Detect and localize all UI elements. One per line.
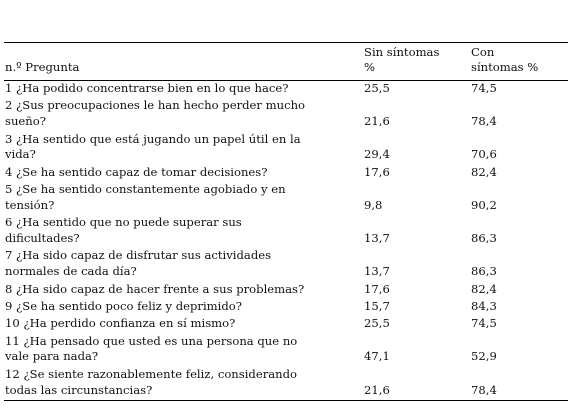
without-symptoms: 25,5 bbox=[364, 81, 390, 95]
question-cell: 1 ¿Ha podido concentrarse bien en lo que… bbox=[4, 81, 364, 99]
with-symptoms: 52,9 bbox=[471, 349, 497, 364]
question-line: 4 ¿Se ha sentido capaz de tomar decision… bbox=[5, 164, 268, 179]
with-symptoms: 82,4 bbox=[471, 281, 497, 296]
row: 10 ¿Ha perdido confianza en sí mismo? 25,… bbox=[4, 316, 568, 333]
row: 3 ¿Ha sentido que está jugando un papel … bbox=[4, 132, 568, 165]
question-line: 7 ¿Ha sido capaz de disfrutar sus activi… bbox=[5, 248, 272, 263]
with-symptoms: 74,5 bbox=[471, 81, 497, 95]
question-cell: 2 ¿Sus preocupaciones le han hecho perde… bbox=[4, 98, 364, 131]
with-symptoms: 86,3 bbox=[471, 231, 497, 246]
question-cell: 9 ¿Se ha sentido poco feliz y deprimido? bbox=[4, 299, 364, 316]
without-symptoms: 29,4 bbox=[364, 147, 390, 162]
with-symptoms: 78,4 bbox=[471, 382, 497, 397]
without-symptoms: 21,6 bbox=[364, 382, 390, 397]
header-line: Sin síntomas bbox=[364, 45, 440, 59]
header-without: Sin síntomas% bbox=[364, 43, 471, 81]
header-with: Con síntomas % bbox=[471, 43, 568, 81]
without-symptoms: 9,8 bbox=[364, 197, 383, 212]
table-body: 1 ¿Ha podido concentrarse bien en lo que… bbox=[4, 81, 568, 401]
question-line: 6 ¿Ha sentido que no puede superar sus bbox=[5, 215, 242, 230]
question-line: 8 ¿Ha sido capaz de hacer frente a sus p… bbox=[5, 281, 305, 296]
question-line: tensión? bbox=[5, 197, 55, 212]
without-symptoms: 21,6 bbox=[364, 114, 390, 129]
row: 1 ¿Ha podido concentrarse bien en lo que… bbox=[4, 81, 568, 99]
row: 8 ¿Ha sido capaz de hacer frente a sus p… bbox=[4, 282, 568, 299]
without-symptoms: 15,7 bbox=[364, 298, 390, 313]
row: 6 ¿Ha sentido que no puede superar sus di… bbox=[4, 215, 568, 248]
without-symptoms: 13,7 bbox=[364, 231, 390, 246]
question-cell: 10 ¿Ha perdido confianza en sí mismo? bbox=[4, 316, 364, 333]
question-line: 10 ¿Ha perdido confianza en sí mismo? bbox=[5, 316, 236, 331]
header-number: n.º bbox=[5, 60, 22, 74]
without-symptoms: 17,6 bbox=[364, 281, 390, 296]
header-line: % bbox=[364, 60, 376, 74]
without-symptoms: 25,5 bbox=[364, 316, 390, 331]
row: 11 ¿Ha pensado que usted es una persona … bbox=[4, 334, 568, 367]
question-cell: 11 ¿Ha pensado que usted es una persona … bbox=[4, 334, 364, 367]
with-symptoms: 86,3 bbox=[471, 264, 497, 279]
table-header: n.º Pregunta Sin síntomas% Con síntomas % bbox=[4, 42, 568, 81]
row: 9 ¿Se ha sentido poco feliz y deprimido?… bbox=[4, 299, 568, 316]
question-cell: 12 ¿Se siente razonablemente feliz, cons… bbox=[4, 367, 364, 401]
question-line: vale para nada? bbox=[5, 349, 99, 364]
question-line: 12 ¿Se siente razonablemente feliz, cons… bbox=[5, 366, 298, 381]
with-symptoms: 78,4 bbox=[471, 114, 497, 129]
with-symptoms: 90,2 bbox=[471, 197, 497, 212]
question-cell: 6 ¿Ha sentido que no puede superar sus di… bbox=[4, 215, 364, 248]
with-symptoms: 82,4 bbox=[471, 164, 497, 179]
header-question-text: Pregunta bbox=[25, 60, 80, 74]
question-line: 9 ¿Se ha sentido poco feliz y deprimido? bbox=[5, 298, 242, 313]
without-symptoms: 13,7 bbox=[364, 264, 390, 279]
question-line: todas las circunstancias? bbox=[5, 382, 153, 397]
question-cell: 8 ¿Ha sido capaz de hacer frente a sus p… bbox=[4, 282, 364, 299]
question-cell: 4 ¿Se ha sentido capaz de tomar decision… bbox=[4, 165, 364, 182]
question-line: normales de cada día? bbox=[5, 264, 137, 279]
row: 12 ¿Se siente razonablemente feliz, cons… bbox=[4, 367, 568, 401]
with-symptoms: 84,3 bbox=[471, 298, 497, 313]
question-line: sueño? bbox=[5, 114, 46, 129]
without-symptoms: 17,6 bbox=[364, 164, 390, 179]
question-line: 3 ¿Ha sentido que está jugando un papel … bbox=[5, 131, 301, 146]
question-cell: 3 ¿Ha sentido que está jugando un papel … bbox=[4, 132, 364, 165]
question-line: 1 ¿Ha podido concentrarse bien en lo que… bbox=[5, 81, 289, 95]
header-line: síntomas % bbox=[471, 60, 539, 74]
row: 7 ¿Ha sido capaz de disfrutar sus activi… bbox=[4, 248, 568, 281]
with-symptoms: 70,6 bbox=[471, 147, 497, 162]
question-line: vida? bbox=[5, 147, 36, 162]
question-line: 5 ¿Se ha sentido constantemente agobiado… bbox=[5, 182, 286, 196]
without-symptoms: 47,1 bbox=[364, 349, 390, 364]
header-row: n.º Pregunta Sin síntomas% Con síntomas % bbox=[4, 42, 568, 81]
row: 4 ¿Se ha sentido capaz de tomar decision… bbox=[4, 165, 568, 182]
question-cell: 5 ¿Se ha sentido constantemente agobiado… bbox=[4, 182, 364, 215]
row: 5 ¿Se ha sentido constantemente agobiado… bbox=[4, 182, 568, 215]
header-question: n.º Pregunta bbox=[4, 43, 364, 81]
with-symptoms: 74,5 bbox=[471, 316, 497, 331]
question-line: 11 ¿Ha pensado que usted es una persona … bbox=[5, 333, 298, 348]
question-cell: 7 ¿Ha sido capaz de disfrutar sus activi… bbox=[4, 248, 364, 281]
question-line: 2 ¿Sus preocupaciones le han hecho perde… bbox=[5, 98, 306, 113]
question-line: dificultades? bbox=[5, 231, 80, 246]
row: 2 ¿Sus preocupaciones le han hecho perde… bbox=[4, 98, 568, 131]
header-line: Con bbox=[471, 45, 495, 59]
table: n.º Pregunta Sin síntomas% Con síntomas %… bbox=[4, 42, 568, 401]
